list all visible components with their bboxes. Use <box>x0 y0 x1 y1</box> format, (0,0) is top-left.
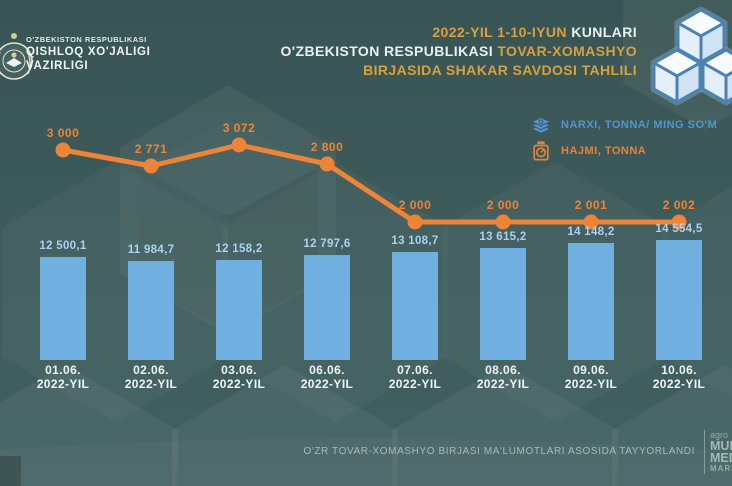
price-value-label: 2 000 <box>486 198 520 212</box>
price-value-label: 2 800 <box>310 140 344 154</box>
brand-line-4: MARKAZI <box>710 464 732 473</box>
title-line-3: BIRJASIDA SHAKAR SAVDOSI TAHLILI <box>363 62 637 78</box>
title-line-1: 2022-YIL 1-10-IYUN KUNLARI <box>432 24 637 40</box>
data-source-note: O'ZR TOVAR-XOMASHYO BIRJASI MA'LUMOTLARI… <box>303 446 695 457</box>
x-axis-label: 01.06. 2022-YIL <box>36 363 90 391</box>
price-point <box>407 214 423 230</box>
price-value-label: 3 000 <box>46 126 80 140</box>
org-ministry-line2: VAZIRLIGI <box>26 59 89 72</box>
x-axis-label: 09.06. 2022-YIL <box>564 363 618 391</box>
price-point <box>231 137 247 153</box>
x-axis-label: 06.06. 2022-YIL <box>300 363 354 391</box>
bar-value-label: 12 158,2 <box>215 243 263 255</box>
bar-value-label: 12 500,1 <box>39 240 87 252</box>
volume-bar <box>216 260 262 360</box>
x-axis-label: 02.06. 2022-YIL <box>124 363 178 391</box>
volume-bar <box>568 243 614 360</box>
sugar-cubes-icon <box>650 6 732 106</box>
org-ministry-line: QISHLOQ XO'JALIGI <box>26 46 151 58</box>
x-axis-label: 10.06. 2022-YIL <box>652 363 706 391</box>
bar-value-label: 11 984,7 <box>127 244 175 256</box>
x-axis-label: 07.06. 2022-YIL <box>388 363 442 391</box>
legend-label-price: NARXI, TONNA/ MING SO'M <box>561 119 718 131</box>
legend-item-volume: HAJMI, TONNA <box>530 138 717 164</box>
money-stack-icon <box>530 117 552 134</box>
volume-bar <box>304 255 350 360</box>
page-title: 2022-YIL 1-10-IYUN KUNLARI O'ZBEKISTON R… <box>280 23 637 80</box>
price-value-label: 2 771 <box>134 142 168 156</box>
price-point <box>143 158 159 174</box>
volume-bar <box>656 240 702 360</box>
price-point <box>495 214 511 230</box>
price-point <box>55 142 71 158</box>
price-value-label: 2 000 <box>398 198 432 212</box>
volume-bar <box>392 252 438 360</box>
title-line-2: O'ZBEKISTON RESPUBLIKASI TOVAR-XOMASHYO <box>280 43 637 59</box>
price-value-label: 3 072 <box>222 121 256 135</box>
uzbekistan-state-emblem <box>0 33 33 80</box>
bar-value-label: 14 148,2 <box>567 226 615 238</box>
volume-bar <box>40 257 86 360</box>
volume-bar <box>128 261 174 360</box>
agro-multimedia-logo: agro MULTI MEDIA MARKAZI <box>704 430 732 474</box>
price-value-label: 2 001 <box>574 198 608 212</box>
bar-value-label: 13 108,7 <box>391 235 439 247</box>
bar-value-label: 13 615,2 <box>479 231 527 243</box>
brand-line-3: MEDIA <box>710 451 732 465</box>
brand-line-1: agro <box>710 430 729 440</box>
x-axis-label: 08.06. 2022-YIL <box>476 363 530 391</box>
org-country-line: O'ZBEKISTON RESPUBLIKASI <box>26 35 147 44</box>
org-name-block: O'ZBEKISTON RESPUBLIKASI QISHLOQ XO'JALI… <box>26 35 151 73</box>
brand-line-2: MULTI <box>710 439 732 453</box>
price-point <box>319 156 335 172</box>
scale-icon <box>533 141 549 161</box>
bar-value-label: 14 554,5 <box>655 223 703 235</box>
price-value-label: 2 002 <box>662 198 696 212</box>
x-axis-label: 03.06. 2022-YIL <box>212 363 266 391</box>
legend-item-price: NARXI, TONNA/ MING SO'M <box>530 112 717 138</box>
legend-label-volume: HAJMI, TONNA <box>561 145 647 157</box>
corner-accent <box>0 456 21 486</box>
bar-value-label: 12 797,6 <box>303 238 351 250</box>
legend: NARXI, TONNA/ MING SO'M HAJMI, TONNA <box>530 112 717 164</box>
volume-bar <box>480 248 526 360</box>
